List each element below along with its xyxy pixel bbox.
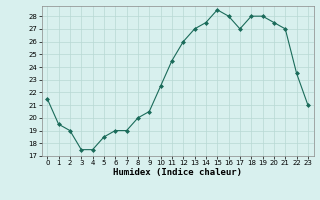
X-axis label: Humidex (Indice chaleur): Humidex (Indice chaleur) [113,168,242,177]
